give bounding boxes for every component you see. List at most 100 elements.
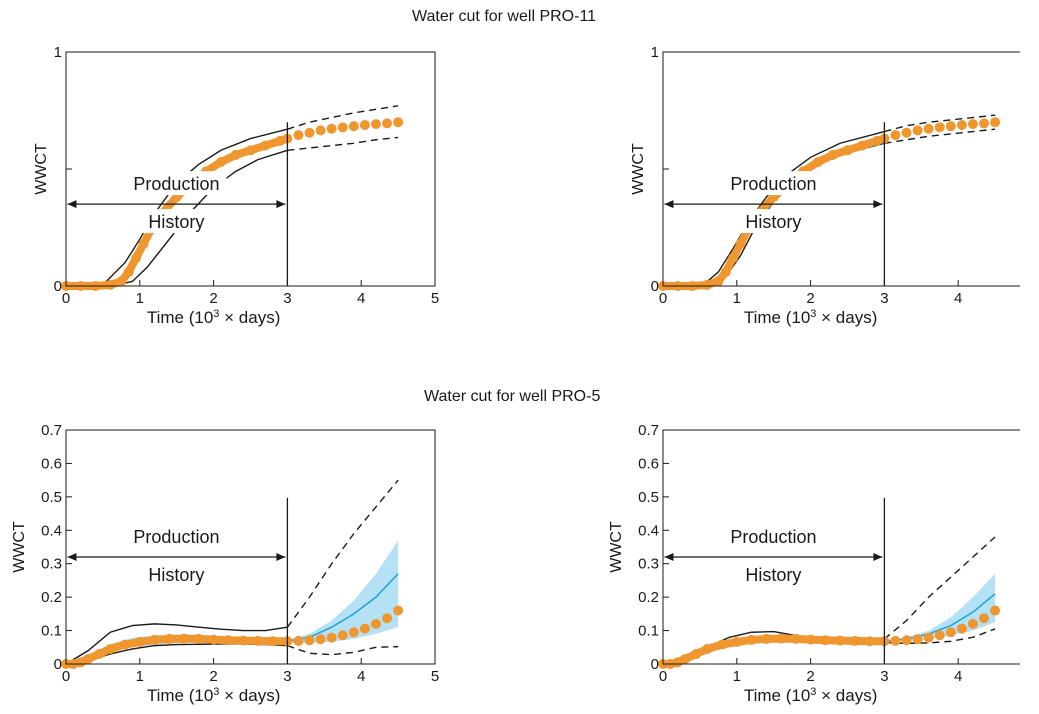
- x-tick-label: 1: [136, 290, 144, 307]
- annotation-bg-top: [723, 171, 824, 196]
- plot-group: 0 1 2 3 4 5 0 0.1 0.2 0.3 0.4 0.5 0.6 0.7 Time (103 × …: [11, 422, 439, 705]
- annotation-bg-bottom: [737, 209, 810, 234]
- observed-point: [304, 635, 315, 646]
- observed-point: [293, 130, 304, 141]
- x-tick-label: 3: [283, 290, 291, 307]
- observed-point: [123, 266, 134, 277]
- observed-point: [370, 119, 381, 130]
- annotation-production: Production: [730, 174, 816, 194]
- y-tick-label: 0.3: [638, 556, 659, 573]
- observed-point: [315, 125, 326, 136]
- x-axis-label: Time (103 × days): [744, 308, 878, 327]
- annotation-production: Production: [133, 174, 219, 194]
- arrow-head-left: [664, 200, 674, 209]
- y-axis-label: WWCT: [608, 521, 625, 573]
- observed-point: [761, 633, 772, 644]
- x-tick-label: 0: [659, 290, 667, 307]
- observed-point: [713, 276, 724, 287]
- observed-point: [138, 238, 149, 249]
- plot-frame: [662, 429, 1020, 665]
- plot-frame: [65, 429, 436, 665]
- observed-point: [94, 648, 105, 659]
- y-tick-label: 0.1: [638, 623, 659, 640]
- observed-point: [934, 122, 945, 133]
- annotation-bg-top: [723, 524, 824, 549]
- observed-point: [382, 613, 393, 624]
- observed-point: [164, 633, 175, 644]
- y-tick-label: 0: [54, 656, 62, 673]
- observed-point: [293, 635, 304, 646]
- y-axis-label: WWCT: [11, 521, 28, 573]
- observed-point: [956, 623, 967, 634]
- x-axis-label: Time (103 × days): [147, 308, 281, 327]
- observed-point: [842, 145, 853, 156]
- observed-point: [746, 634, 757, 645]
- observed-point: [945, 121, 956, 132]
- observed-point: [820, 635, 831, 646]
- observed-point: [812, 156, 823, 167]
- observed-point: [990, 117, 1001, 128]
- annotation-history: History: [745, 565, 801, 585]
- observed-point: [238, 635, 249, 646]
- y-tick-label: 0.7: [41, 422, 62, 439]
- observed-point: [717, 639, 728, 650]
- observed-point: [979, 613, 990, 624]
- y-tick-label: 0.5: [638, 489, 659, 506]
- observed-point: [230, 149, 241, 160]
- observed-point: [393, 117, 404, 128]
- observed-point: [131, 252, 142, 263]
- observed-point: [956, 120, 967, 131]
- y-tick-label: 0.4: [41, 522, 62, 539]
- observed-point: [193, 633, 204, 644]
- y-tick-label: 0.2: [41, 589, 62, 606]
- y-tick-label: 0: [54, 278, 62, 295]
- y-tick-label: 0.4: [638, 522, 659, 539]
- observed-point: [252, 635, 263, 646]
- observed-point: [776, 633, 787, 644]
- observed-point: [326, 632, 337, 643]
- arrow-head-right: [276, 553, 286, 562]
- prediction-bound-line-3: [287, 644, 399, 656]
- x-tick-label: 0: [659, 668, 667, 685]
- y-tick-label: 0.7: [638, 422, 659, 439]
- observed-point: [945, 627, 956, 638]
- observed-point: [348, 121, 359, 132]
- x-tick-label: 2: [806, 290, 814, 307]
- observed-point: [105, 279, 116, 290]
- observed-point: [337, 122, 348, 133]
- observed-point: [359, 623, 370, 634]
- observed-point: [691, 648, 702, 659]
- prediction-bound-line-2: [883, 536, 996, 640]
- observed-point: [990, 605, 1001, 616]
- prediction-bound-line-3: [287, 136, 399, 151]
- observed-point: [901, 635, 912, 646]
- y-axis-label: WWCT: [630, 143, 647, 195]
- observed-point: [393, 605, 404, 616]
- y-tick-label: 0.6: [41, 455, 62, 472]
- observed-point: [967, 618, 978, 629]
- uncertainty-band: [884, 573, 996, 642]
- observed-point: [923, 123, 934, 134]
- arrow-head-left: [67, 553, 77, 562]
- observed-point: [382, 118, 393, 129]
- observed-point: [890, 635, 901, 646]
- x-tick-label: 1: [733, 668, 741, 685]
- x-tick-label: 2: [209, 668, 217, 685]
- observed-point: [864, 636, 875, 647]
- observed-point: [805, 634, 816, 645]
- observed-point: [890, 130, 901, 141]
- observed-point: [790, 633, 801, 644]
- observed-point: [267, 636, 278, 647]
- observed-point: [680, 653, 691, 664]
- history-bound-line-0: [65, 128, 288, 287]
- history-bound-line-0: [662, 130, 885, 287]
- x-tick-label: 1: [733, 290, 741, 307]
- x-tick-label: 1: [136, 668, 144, 685]
- observed-point: [901, 127, 912, 138]
- observed-point: [702, 643, 713, 654]
- y-tick-label: 0: [651, 656, 659, 673]
- observed-point: [149, 634, 160, 645]
